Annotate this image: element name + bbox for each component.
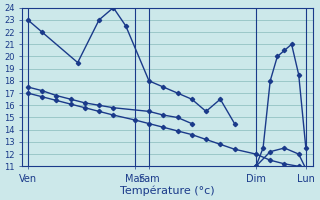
X-axis label: Température (°c): Température (°c) [120,185,215,196]
